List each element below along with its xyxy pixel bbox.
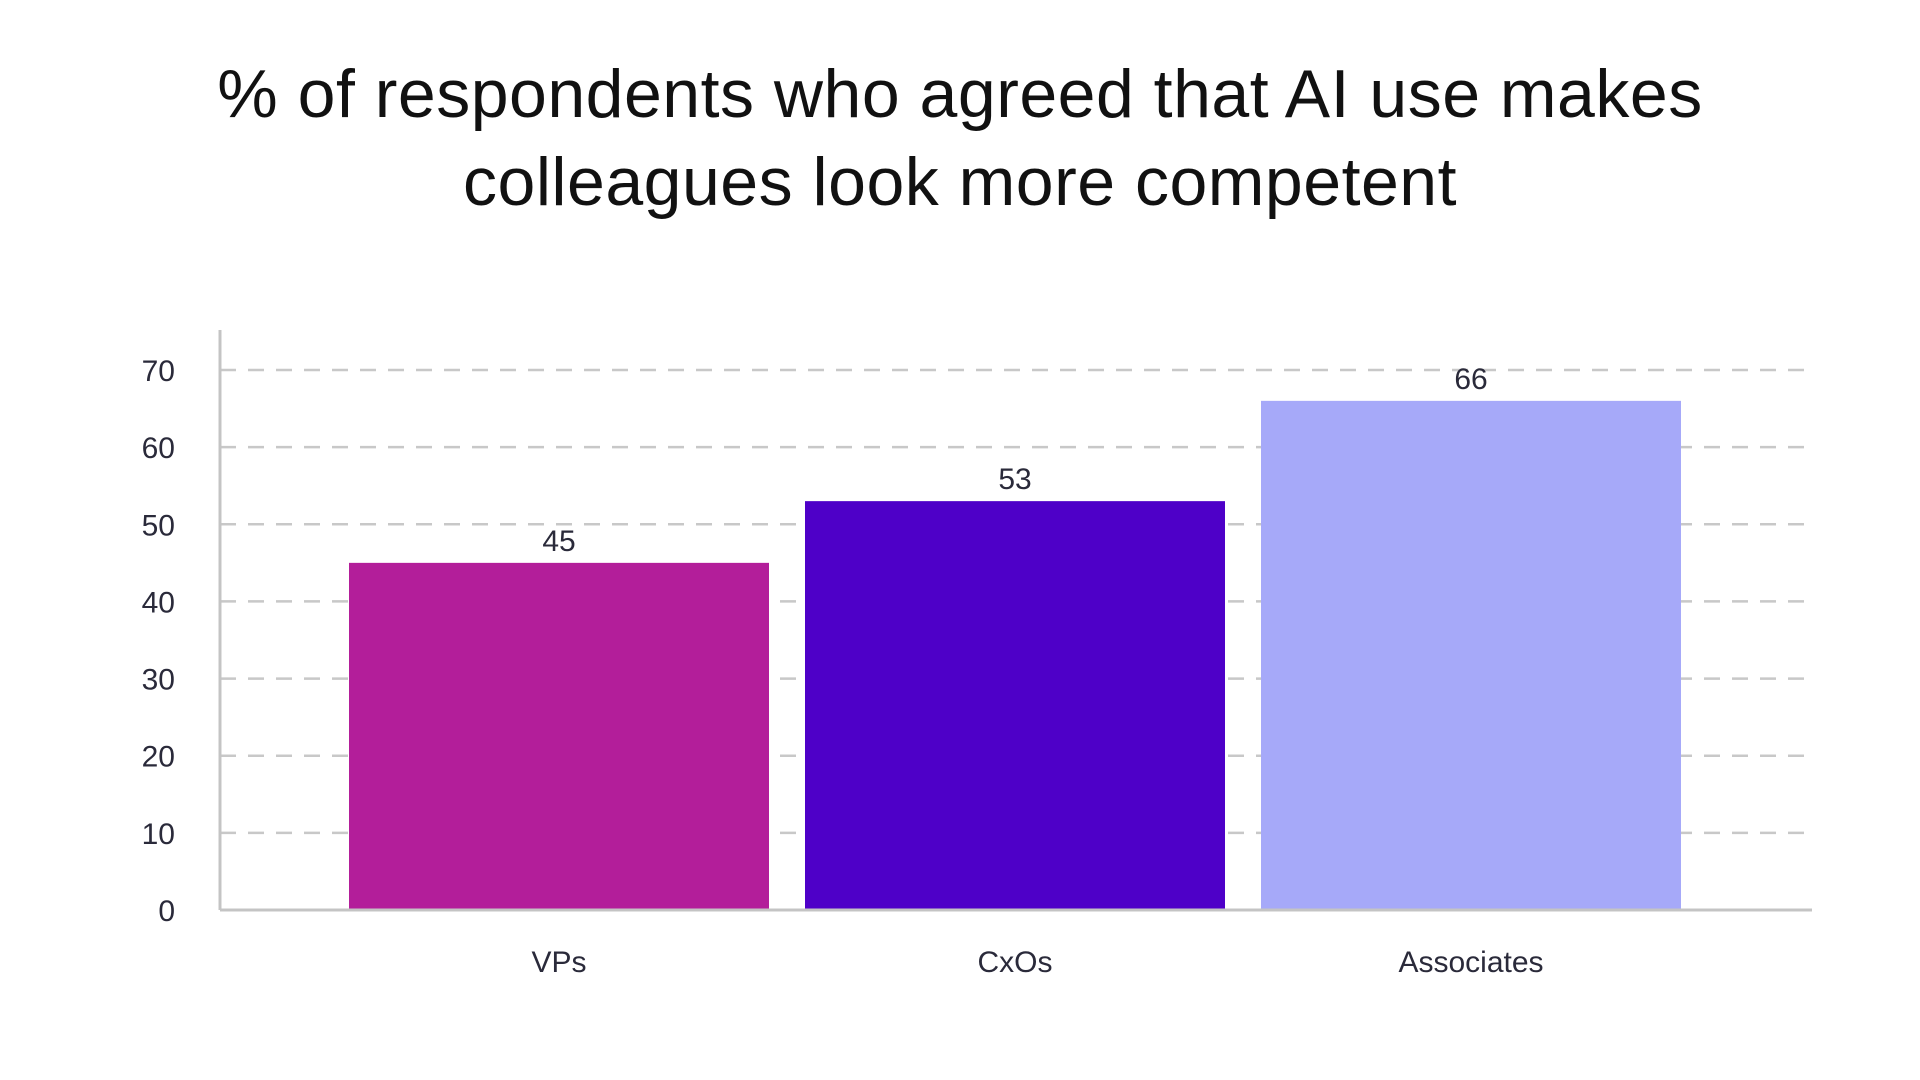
x-tick-label: VPs [531, 946, 586, 979]
bar-associates [1261, 400, 1681, 910]
y-tick-label: 50 [142, 509, 175, 542]
chart-title: % of respondents who agreed that AI use … [160, 50, 1760, 226]
x-tick-label: CxOs [978, 946, 1053, 979]
bars [349, 400, 1681, 910]
data-label: 53 [998, 463, 1031, 496]
bar-vps [349, 562, 769, 910]
y-tick-label: 10 [142, 818, 175, 851]
data-label: 45 [542, 525, 575, 558]
y-tick-label: 20 [142, 741, 175, 774]
bar-cxos [805, 501, 1225, 910]
chart-title-line-2: colleagues look more competent [463, 144, 1457, 220]
axes [218, 330, 1812, 912]
labels: 0 10 20 30 40 50 60 70 45 VPs 53 CxOs 66 Associates [142, 355, 1544, 979]
data-label: 66 [1454, 363, 1487, 396]
x-tick-label: Associates [1398, 946, 1543, 979]
y-tick-label: 60 [142, 432, 175, 465]
chart-title-line-1: % of respondents who agreed that AI use … [217, 56, 1703, 132]
y-tick-label: 30 [142, 664, 175, 697]
y-tick-label: 40 [142, 586, 175, 619]
y-tick-label: 0 [158, 895, 175, 928]
y-tick-label: 70 [142, 355, 175, 388]
